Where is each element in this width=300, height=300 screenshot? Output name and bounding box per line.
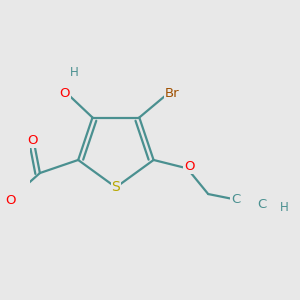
Text: Br: Br: [165, 87, 179, 100]
Text: O: O: [59, 87, 70, 100]
Text: O: O: [6, 194, 16, 207]
Text: H: H: [280, 201, 289, 214]
Text: C: C: [257, 198, 266, 211]
Text: O: O: [28, 134, 38, 147]
Text: H: H: [70, 66, 79, 79]
Text: C: C: [232, 193, 241, 206]
Text: O: O: [184, 160, 195, 173]
Text: S: S: [112, 180, 120, 194]
